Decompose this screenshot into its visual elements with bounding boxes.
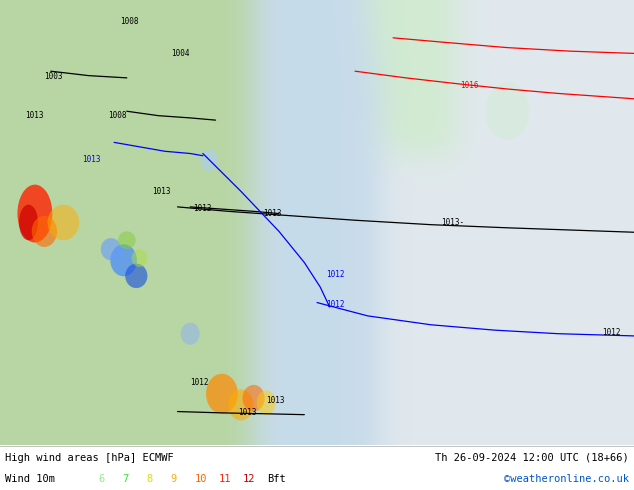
Text: 1012: 1012: [327, 300, 345, 309]
Text: 1013: 1013: [82, 155, 101, 165]
Text: Th 26-09-2024 12:00 UTC (18+66): Th 26-09-2024 12:00 UTC (18+66): [435, 453, 629, 463]
Text: 1012: 1012: [602, 328, 621, 337]
Text: 1013-: 1013-: [441, 218, 463, 227]
Ellipse shape: [181, 322, 200, 345]
Ellipse shape: [110, 244, 137, 276]
Text: 6: 6: [98, 474, 105, 484]
Text: 1013: 1013: [263, 209, 281, 218]
Ellipse shape: [200, 149, 218, 172]
Ellipse shape: [485, 82, 529, 140]
Ellipse shape: [48, 205, 79, 240]
Text: 1013: 1013: [25, 111, 44, 120]
Text: Wind 10m: Wind 10m: [5, 474, 55, 484]
Text: 1013: 1013: [266, 395, 285, 405]
Ellipse shape: [257, 391, 276, 415]
Ellipse shape: [101, 238, 121, 260]
Text: 1012: 1012: [327, 270, 345, 279]
Ellipse shape: [118, 231, 136, 249]
Text: 12: 12: [243, 474, 256, 484]
Ellipse shape: [228, 389, 254, 420]
Ellipse shape: [19, 205, 38, 240]
Text: 8: 8: [146, 474, 153, 484]
Text: 9: 9: [171, 474, 177, 484]
Text: 1003: 1003: [44, 72, 63, 81]
Ellipse shape: [206, 374, 238, 414]
Text: ©weatheronline.co.uk: ©weatheronline.co.uk: [504, 474, 629, 484]
Ellipse shape: [32, 216, 57, 247]
Ellipse shape: [131, 249, 147, 267]
Text: 1012: 1012: [190, 378, 209, 387]
Text: 1004: 1004: [171, 49, 190, 58]
Ellipse shape: [126, 264, 147, 288]
Ellipse shape: [242, 385, 265, 412]
Text: High wind areas [hPa] ECMWF: High wind areas [hPa] ECMWF: [5, 453, 174, 463]
Text: 1013: 1013: [238, 408, 256, 416]
Text: 1013: 1013: [193, 204, 212, 213]
Text: 1008: 1008: [108, 111, 126, 120]
Text: 1013: 1013: [152, 187, 171, 196]
Text: 1016: 1016: [460, 81, 478, 90]
Ellipse shape: [17, 185, 52, 243]
Text: 7: 7: [122, 474, 129, 484]
Text: Bft: Bft: [267, 474, 286, 484]
Text: 10: 10: [195, 474, 207, 484]
Text: 1008: 1008: [120, 17, 139, 25]
Text: 11: 11: [219, 474, 231, 484]
